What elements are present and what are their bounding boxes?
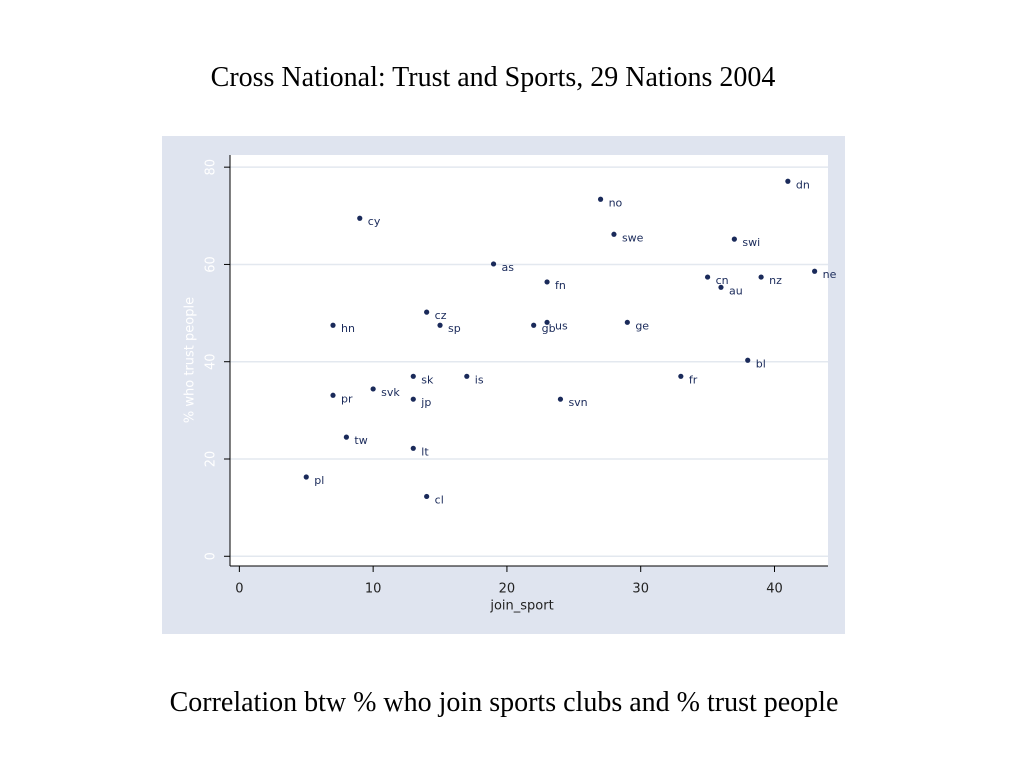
point-label: sk: [421, 373, 434, 386]
point-label: is: [475, 373, 484, 386]
point-label: sp: [448, 322, 461, 335]
point: [410, 445, 416, 451]
point-label: cn: [716, 274, 729, 287]
y-tick-label: 20: [204, 451, 219, 468]
x-tick-label: 40: [766, 582, 783, 597]
x-tick-label: 0: [235, 582, 243, 597]
point: [597, 196, 604, 202]
point-label: svn: [568, 396, 587, 409]
point-label: fr: [689, 373, 698, 386]
point-label: ne: [823, 268, 837, 281]
point-label: cy: [368, 215, 381, 228]
point: [704, 274, 711, 280]
point: [745, 357, 751, 363]
point-label: cl: [435, 493, 444, 506]
point: [424, 309, 430, 315]
point-label: tw: [354, 434, 367, 447]
point-label: nz: [769, 274, 782, 287]
plot-area: [230, 155, 828, 566]
caption: Correlation btw % who join sports clubs …: [170, 687, 839, 718]
point: [531, 322, 537, 328]
y-tick-label: 40: [204, 353, 219, 370]
point-label: cz: [435, 309, 447, 322]
point: [490, 261, 497, 267]
point: [812, 268, 818, 274]
point: [424, 493, 430, 500]
point: [303, 474, 309, 480]
point-label: swi: [742, 236, 760, 249]
point: [611, 231, 617, 237]
point: [557, 396, 564, 402]
point: [731, 236, 737, 242]
point: [343, 434, 349, 440]
point-label: lt: [421, 445, 429, 458]
point-label: us: [555, 319, 568, 332]
point: [330, 322, 336, 328]
point: [718, 284, 724, 290]
point: [758, 274, 764, 280]
point-label: dn: [796, 178, 810, 191]
x-tick-label: 20: [499, 582, 516, 597]
title: Cross National: Trust and Sports, 29 Nat…: [211, 62, 776, 93]
point-label: ge: [635, 319, 649, 332]
x-tick-label: 10: [365, 582, 382, 597]
point-label: jp: [420, 396, 431, 409]
point: [544, 279, 550, 285]
point: [624, 319, 630, 325]
point-label: no: [609, 196, 623, 209]
point-label: fn: [555, 279, 566, 292]
point: [410, 373, 416, 379]
point: [330, 392, 336, 398]
point: [370, 386, 376, 392]
y-tick-label: 80: [204, 159, 219, 176]
point: [437, 322, 443, 328]
point-label: pl: [314, 474, 324, 487]
y-axis-title: % who trust people: [183, 297, 198, 423]
point-label: hn: [341, 322, 355, 335]
point: [357, 215, 363, 221]
point: [544, 319, 550, 325]
point: [785, 178, 791, 184]
point: [464, 373, 470, 379]
point-label: au: [729, 284, 743, 297]
point-label: swe: [622, 231, 644, 244]
y-tick-label: 60: [204, 256, 219, 273]
x-tick-label: 30: [632, 582, 649, 597]
point-label: gb: [542, 322, 556, 335]
point: [410, 396, 416, 402]
point-label: pr: [341, 392, 353, 405]
point: [678, 373, 684, 379]
point-label: svk: [381, 386, 400, 399]
point-label: bl: [756, 357, 766, 370]
y-tick-label: 0: [204, 552, 219, 560]
x-axis-title: join_sport: [489, 599, 553, 614]
point-label: as: [502, 261, 515, 274]
